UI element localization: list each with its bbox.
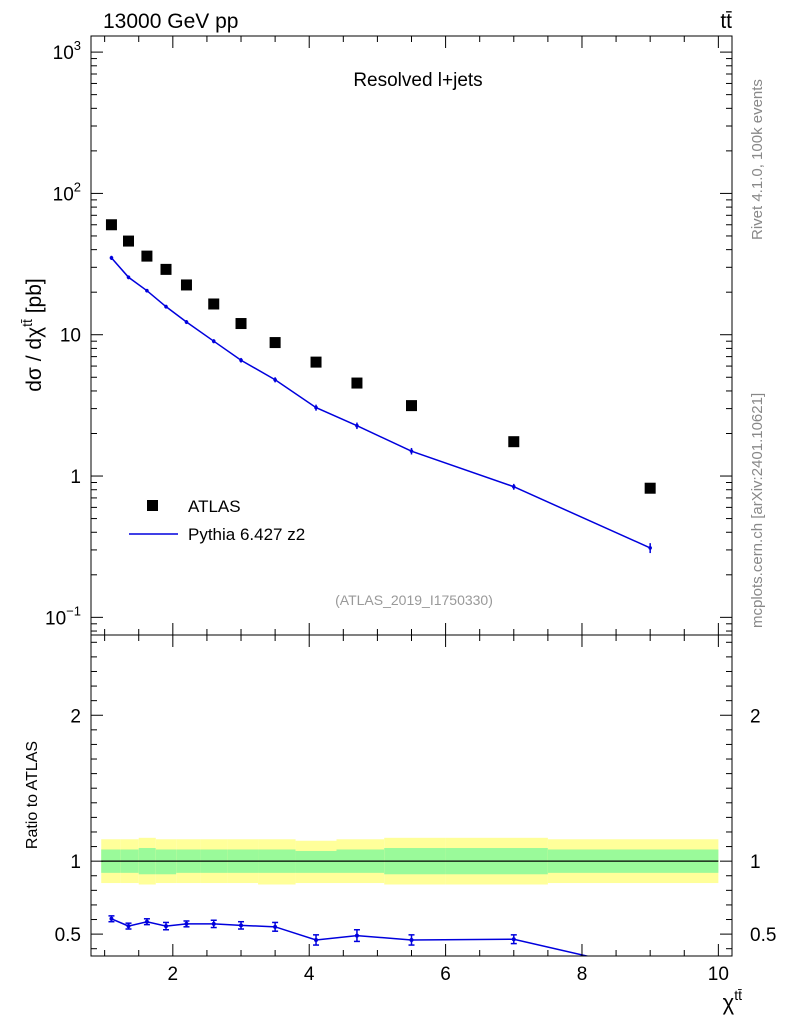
atlas-point bbox=[208, 298, 220, 310]
ratio-point bbox=[144, 919, 149, 924]
x-tick-label: 8 bbox=[577, 964, 588, 985]
y-tick-label: 10 bbox=[60, 326, 81, 347]
ratio-y-tick-label-right: 2 bbox=[750, 706, 761, 727]
legend: ATLAS Pythia 6.427 z2 bbox=[129, 497, 305, 544]
ratio-point bbox=[314, 937, 319, 942]
atlas-point bbox=[123, 235, 135, 247]
pythia-point bbox=[211, 339, 216, 343]
ratio-point bbox=[164, 924, 169, 929]
x-tick-label: 2 bbox=[168, 964, 179, 985]
band-inner-bin bbox=[155, 849, 177, 875]
main-panel: 10−1 1 10 102 103 Resolved l+jets (ATLAS_201… bbox=[19, 35, 733, 636]
ratio-point bbox=[511, 937, 516, 942]
ratio-curve bbox=[111, 918, 591, 956]
ratio-y-tick-label-right: 0.5 bbox=[750, 925, 776, 946]
pythia-point bbox=[184, 320, 189, 324]
atlas-point bbox=[310, 356, 322, 368]
ratio-point bbox=[184, 921, 189, 926]
ratio-point bbox=[409, 937, 414, 942]
pythia-point bbox=[314, 405, 318, 410]
main-axis-ticks: 10−1 1 10 102 103 bbox=[45, 36, 732, 635]
atlas-point bbox=[180, 279, 192, 291]
pythia-point bbox=[145, 288, 149, 293]
x-tick-label: 6 bbox=[440, 964, 451, 985]
atlas-point bbox=[269, 337, 281, 349]
pythia-point bbox=[648, 546, 652, 550]
ratio-uncertainty-band bbox=[101, 837, 719, 885]
atlas-point bbox=[141, 250, 153, 262]
pythia-point bbox=[355, 423, 359, 428]
analysis-watermark: (ATLAS_2019_I1750330) bbox=[335, 592, 493, 608]
pythia-point bbox=[273, 377, 277, 382]
pythia-point bbox=[126, 275, 131, 280]
pythia-point bbox=[109, 256, 114, 260]
header-energy-label: 13000 GeV pp bbox=[103, 10, 238, 33]
ratio-point bbox=[354, 933, 359, 938]
main-plot-frame bbox=[90, 35, 733, 636]
rivet-version-label: Rivet 4.1.0, 100k events bbox=[749, 79, 766, 240]
x-axis-label: χtt̄ bbox=[723, 987, 742, 1015]
atlas-point bbox=[508, 436, 520, 448]
ratio-point bbox=[239, 923, 244, 928]
y-tick-label: 10−1 bbox=[45, 603, 81, 629]
atlas-point bbox=[160, 263, 172, 275]
ratio-point bbox=[126, 924, 131, 929]
atlas-point bbox=[351, 377, 363, 389]
ratio-point bbox=[648, 969, 652, 973]
legend-pythia-label: Pythia 6.427 z2 bbox=[188, 525, 305, 544]
pythia-point bbox=[409, 449, 414, 453]
legend-atlas-marker bbox=[147, 500, 158, 511]
ratio-point bbox=[273, 924, 278, 929]
ratio-y-tick-label: 1 bbox=[70, 852, 81, 873]
mcplots-credit-label: mcplots.cern.ch [arXiv:2401.10621] bbox=[749, 393, 766, 628]
band-inner-bin bbox=[295, 850, 337, 873]
x-tick-label: 10 bbox=[708, 964, 729, 985]
main-series-layer bbox=[105, 219, 656, 554]
pythia-point bbox=[239, 358, 243, 363]
ratio-y-tick-label-right: 1 bbox=[750, 852, 761, 873]
y-tick-label: 1 bbox=[70, 467, 81, 488]
ratio-point bbox=[109, 916, 114, 921]
ratio-series-layer bbox=[108, 915, 652, 973]
pythia-point bbox=[511, 484, 516, 489]
atlas-point bbox=[235, 318, 247, 330]
header-process-label: tt̄ bbox=[720, 10, 732, 33]
x-tick-label: 4 bbox=[304, 964, 315, 985]
y-tick-label: 102 bbox=[53, 179, 81, 205]
pythia-point bbox=[164, 304, 168, 309]
atlas-point bbox=[105, 219, 117, 231]
ratio-axis-ticks: 2 4 6 8 10 0.5 0.5 1 1 2 2 bbox=[55, 635, 776, 985]
ratio-point bbox=[211, 921, 216, 926]
ratio-y-tick-label: 0.5 bbox=[55, 925, 81, 946]
atlas-point bbox=[644, 482, 656, 494]
y-tick-label: 103 bbox=[53, 38, 81, 64]
legend-atlas-label: ATLAS bbox=[188, 497, 241, 516]
main-y-axis-label: dσ / dχtt̄ [pb] bbox=[19, 278, 46, 392]
ratio-panel: 2 4 6 8 10 0.5 0.5 1 1 2 2 Ratio to ATLAS χtt̄ bbox=[24, 634, 776, 1015]
ratio-y-tick-label: 2 bbox=[70, 706, 81, 727]
plot-title: Resolved l+jets bbox=[353, 70, 482, 91]
ratio-y-axis-label: Ratio to ATLAS bbox=[24, 741, 41, 849]
atlas-point bbox=[406, 400, 417, 412]
ratio-plot-frame bbox=[90, 634, 733, 957]
